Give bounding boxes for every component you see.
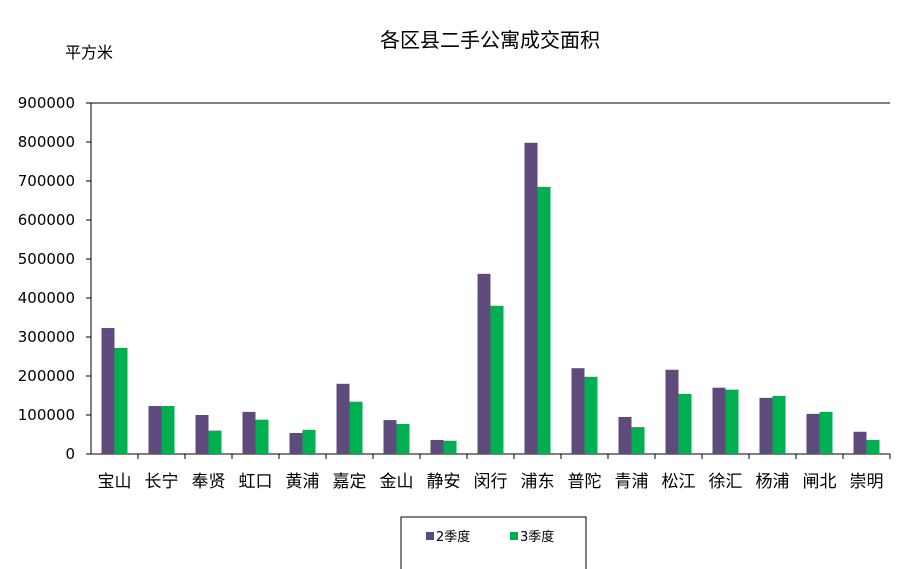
bar-q3	[349, 401, 363, 454]
y-tick-label: 800000	[18, 133, 75, 151]
bar-q3	[208, 430, 222, 454]
bar-q3	[537, 186, 551, 454]
x-category-label: 崇明	[850, 472, 884, 492]
bar-q3	[302, 429, 316, 454]
bar-q2	[853, 431, 867, 454]
legend-label: 2季度	[436, 529, 470, 545]
bar-q3	[678, 393, 692, 454]
bar-q3	[443, 440, 457, 454]
y-tick-label: 700000	[18, 172, 75, 190]
bar-q2	[101, 328, 115, 454]
bar-q2	[524, 142, 538, 454]
bar-q3	[396, 423, 410, 454]
x-category-label: 青浦	[615, 472, 649, 492]
bar-q2	[477, 273, 491, 454]
chart-title: 各区县二手公寓成交面积	[380, 28, 600, 52]
legend-box	[400, 516, 587, 569]
y-axis-unit: 平方米	[65, 43, 113, 62]
y-tick-label: 600000	[18, 211, 75, 229]
x-category-label: 浦东	[521, 472, 555, 492]
bar-q2	[665, 369, 679, 454]
x-category-label: 长宁	[145, 472, 179, 492]
x-category-label: 金山	[380, 472, 414, 492]
x-category-label: 徐汇	[709, 472, 743, 492]
bar-q2	[289, 432, 303, 454]
bar-q3	[772, 395, 786, 454]
bar-q2	[759, 397, 773, 454]
bar-q3	[631, 427, 645, 454]
bar-q3	[490, 305, 504, 454]
x-category-label: 虹口	[239, 472, 273, 492]
x-category-label: 黄浦	[286, 472, 320, 492]
bar-q3	[866, 439, 880, 454]
bar-q2	[806, 413, 820, 454]
bar-q3	[819, 411, 833, 454]
legend-swatch	[510, 532, 518, 540]
y-tick-label: 200000	[18, 367, 75, 385]
y-tick-label: 900000	[18, 94, 75, 112]
x-category-label: 松江	[662, 472, 696, 492]
bar-q3	[584, 376, 598, 454]
x-category-label: 闸北	[803, 472, 837, 492]
x-category-label: 静安	[427, 472, 461, 492]
plot-area: 0 100000 200000 300000 400000 500000 600000 700…	[18, 94, 891, 492]
x-category-label: 普陀	[568, 472, 602, 492]
x-category-label: 嘉定	[333, 472, 367, 492]
bar-q3	[725, 389, 739, 454]
bar-q2	[383, 420, 397, 454]
bar-q2	[148, 406, 162, 454]
bar-q2	[618, 416, 632, 454]
bar-q2	[195, 415, 209, 454]
bar-q3	[114, 347, 128, 454]
y-tick-label: 400000	[18, 289, 75, 307]
x-category-label: 宝山	[98, 472, 132, 492]
y-tick-label: 100000	[18, 406, 75, 424]
bar-q3	[161, 406, 175, 454]
y-tick-label: 0	[65, 445, 75, 463]
legend: 2季度 3季度	[400, 516, 587, 569]
legend-label: 3季度	[520, 529, 554, 545]
bar-q2	[712, 387, 726, 454]
y-tick-label: 500000	[18, 250, 75, 268]
y-tick-label: 300000	[18, 328, 75, 346]
bar-q2	[571, 368, 585, 454]
bar-q2	[242, 411, 256, 454]
x-category-label: 奉贤	[192, 472, 226, 492]
bar-q3	[255, 419, 269, 454]
legend-swatch	[426, 532, 434, 540]
bar-q2	[336, 383, 350, 454]
x-category-label: 杨浦	[756, 472, 790, 492]
bar-q2	[430, 439, 444, 454]
x-category-label: 闵行	[474, 472, 508, 492]
